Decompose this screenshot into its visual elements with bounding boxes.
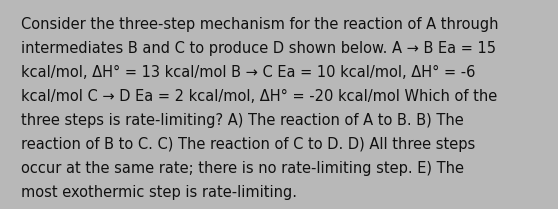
Text: kcal/mol C → D Ea = 2 kcal/mol, ΔH° = -20 kcal/mol Which of the: kcal/mol C → D Ea = 2 kcal/mol, ΔH° = -2…	[21, 89, 497, 104]
Text: reaction of B to C. C) The reaction of C to D. D) All three steps: reaction of B to C. C) The reaction of C…	[21, 137, 475, 152]
Text: occur at the same rate; there is no rate-limiting step. E) The: occur at the same rate; there is no rate…	[21, 161, 464, 176]
Text: Consider the three-step mechanism for the reaction of A through: Consider the three-step mechanism for th…	[21, 17, 499, 32]
Text: three steps is rate-limiting? A) The reaction of A to B. B) The: three steps is rate-limiting? A) The rea…	[21, 113, 464, 128]
Text: most exothermic step is rate-limiting.: most exothermic step is rate-limiting.	[21, 185, 297, 200]
Text: intermediates B and C to produce D shown below. A → B Ea = 15: intermediates B and C to produce D shown…	[21, 41, 496, 56]
Text: kcal/mol, ΔH° = 13 kcal/mol B → C Ea = 10 kcal/mol, ΔH° = -6: kcal/mol, ΔH° = 13 kcal/mol B → C Ea = 1…	[21, 65, 475, 80]
